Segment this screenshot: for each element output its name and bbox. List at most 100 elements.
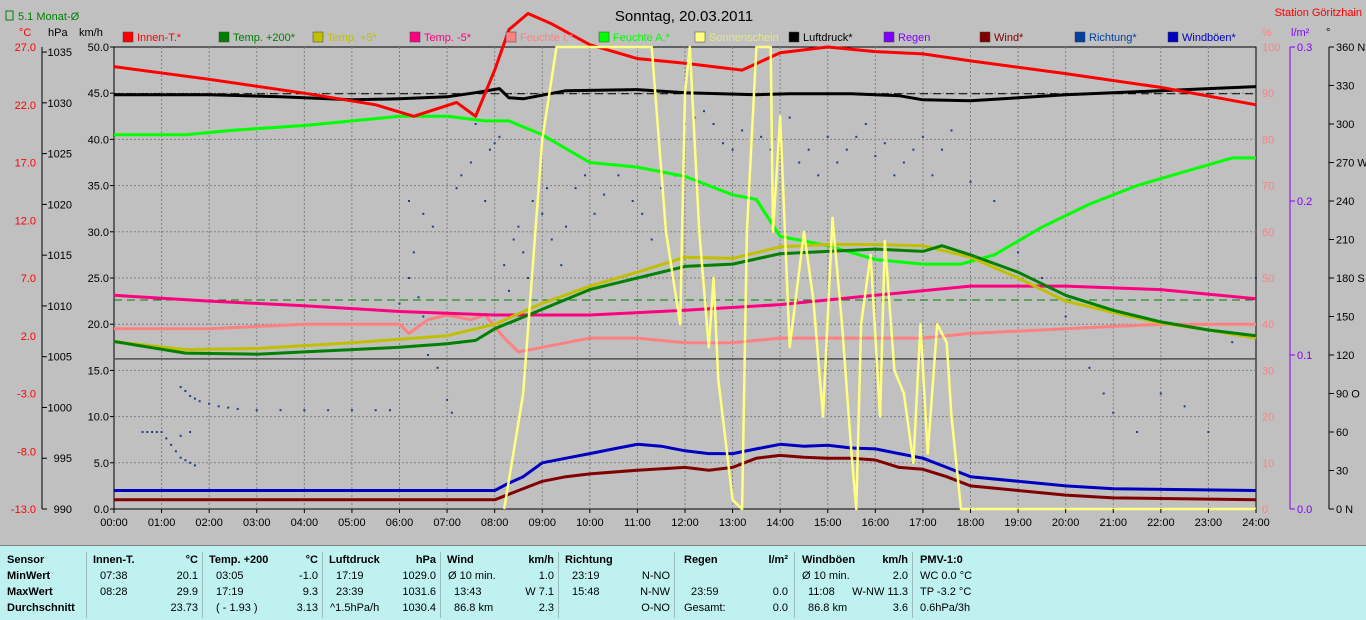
direction-point (436, 366, 439, 369)
series-sonnenschein (502, 45, 1256, 511)
tick-direction: 360 N (1336, 42, 1365, 54)
unit-hpa: hPa (48, 27, 68, 39)
direction-point (807, 148, 810, 151)
richtung-avg-value: O-NO (641, 602, 670, 614)
direction-point (460, 174, 463, 177)
tick-pressure: 1000 (48, 402, 72, 414)
tick-temp: -8.0 (17, 446, 36, 458)
tick-direction: 150 (1336, 312, 1354, 324)
tick-direction: 210 (1336, 235, 1354, 247)
direction-point (703, 110, 706, 113)
direction-point (1064, 315, 1067, 318)
wind-min-note: Ø 10 min. (448, 570, 496, 582)
direction-point (408, 200, 411, 202)
tick-percent: 70 (1262, 181, 1274, 193)
richtung-min-value: N-NO (641, 570, 670, 582)
tick-direction: 90 O (1336, 389, 1360, 401)
tick-speed: 20.0 (88, 319, 109, 331)
direction-point (1255, 277, 1257, 279)
direction-point (388, 409, 391, 412)
legend-swatch (312, 31, 324, 43)
direction-point (531, 200, 534, 202)
direction-point (1136, 431, 1139, 433)
series-innen-t (113, 12, 1257, 118)
legend-label: Windböen* (1182, 32, 1237, 44)
tick-time: 00:00 (100, 517, 128, 529)
stats-row-labels: Sensor MinWert MaxWert Durchschnitt (4, 552, 87, 618)
direction-point (1207, 431, 1210, 433)
tick-direction: 180 S (1336, 273, 1365, 285)
direction-point (450, 411, 453, 414)
tick-percent: 0 (1262, 504, 1268, 516)
regen-total-label: Gesamt: (684, 602, 726, 614)
regen-max-time: 23:59 (691, 586, 719, 598)
legend-swatch (694, 31, 706, 43)
tick-percent: 10 (1262, 458, 1274, 470)
luft-avg-value: 1030.4 (402, 602, 436, 614)
direction-point (193, 464, 196, 467)
tick-pressure: 1020 (48, 199, 72, 211)
direction-dots (141, 110, 1257, 467)
direction-point (255, 409, 258, 412)
direction-point (874, 155, 877, 158)
series-temp-5 (113, 243, 1257, 352)
tick-temp: -3.0 (17, 389, 36, 401)
direction-point (826, 135, 829, 138)
tick-pressure: 1005 (48, 352, 72, 364)
direction-point (427, 354, 430, 356)
direction-point (350, 409, 353, 412)
station-label: Station Göritzhain (1275, 7, 1362, 19)
unit-degree: ° (1326, 27, 1330, 39)
temp200-min-value: -1.0 (299, 570, 318, 582)
luft-min-time: 17:19 (336, 570, 364, 582)
innen-avg-value: 23.73 (170, 602, 198, 614)
innen-min-value: 20.1 (176, 570, 198, 582)
direction-point (217, 405, 220, 408)
direction-point (165, 437, 168, 440)
tick-pressure: 995 (54, 453, 72, 465)
tick-speed: 40.0 (88, 134, 109, 146)
tick-time: 10:00 (576, 517, 604, 529)
direction-point (526, 277, 529, 279)
direction-point (893, 174, 896, 177)
legend-swatch (409, 31, 421, 43)
left-axes: 27.0 22.0 17.0 12.0 7.0 2.0 -3.0 -8.0 -13.0 1035 1… (11, 42, 114, 516)
direction-point (507, 289, 510, 292)
direction-point (741, 129, 744, 132)
boeen-min-value: 2.0 (892, 570, 908, 582)
direction-point (493, 142, 496, 145)
temp200-min-time: 03:05 (216, 570, 244, 582)
direction-point (303, 409, 306, 412)
tick-pressure: 1035 (48, 47, 72, 59)
tick-time: 17:00 (909, 517, 937, 529)
tick-time: 20:00 (1052, 517, 1080, 529)
direction-point (641, 212, 644, 215)
direction-point (512, 238, 515, 241)
direction-point (940, 148, 943, 151)
statistics-panel: Sensor MinWert MaxWert Durchschnitt Inne… (0, 545, 1366, 620)
legend-swatch (979, 31, 991, 43)
boeen-max-value: W-NW 11.3 (852, 586, 908, 598)
tick-speed: 10.0 (88, 412, 109, 424)
direction-point (412, 251, 415, 254)
tick-direction: 330 (1336, 81, 1354, 93)
direction-point (788, 116, 791, 119)
direction-point (1159, 392, 1162, 395)
tick-pressure: 990 (54, 504, 72, 516)
luft-unit: hPa (415, 554, 436, 566)
direction-point (155, 431, 158, 433)
tick-percent: 40 (1262, 319, 1274, 331)
innen-min-time: 07:38 (100, 570, 128, 582)
direction-point (236, 407, 239, 410)
tick-pressure: 1015 (48, 250, 72, 262)
innen-max-time: 08:28 (100, 586, 128, 598)
regen-title: Regen (684, 554, 718, 566)
legend-label: Luftdruck* (803, 32, 853, 44)
legend-label: Temp. +200* (233, 32, 296, 44)
legend-label: Feuchte A.* (613, 32, 671, 44)
tick-time: 02:00 (195, 517, 223, 529)
direction-point (184, 389, 187, 392)
direction-point (1183, 405, 1186, 408)
series-wind (114, 453, 1257, 502)
stats-windboeen: Windböen km/h Ø 10 min. 2.0 11:08 W-NW 1… (798, 552, 913, 618)
